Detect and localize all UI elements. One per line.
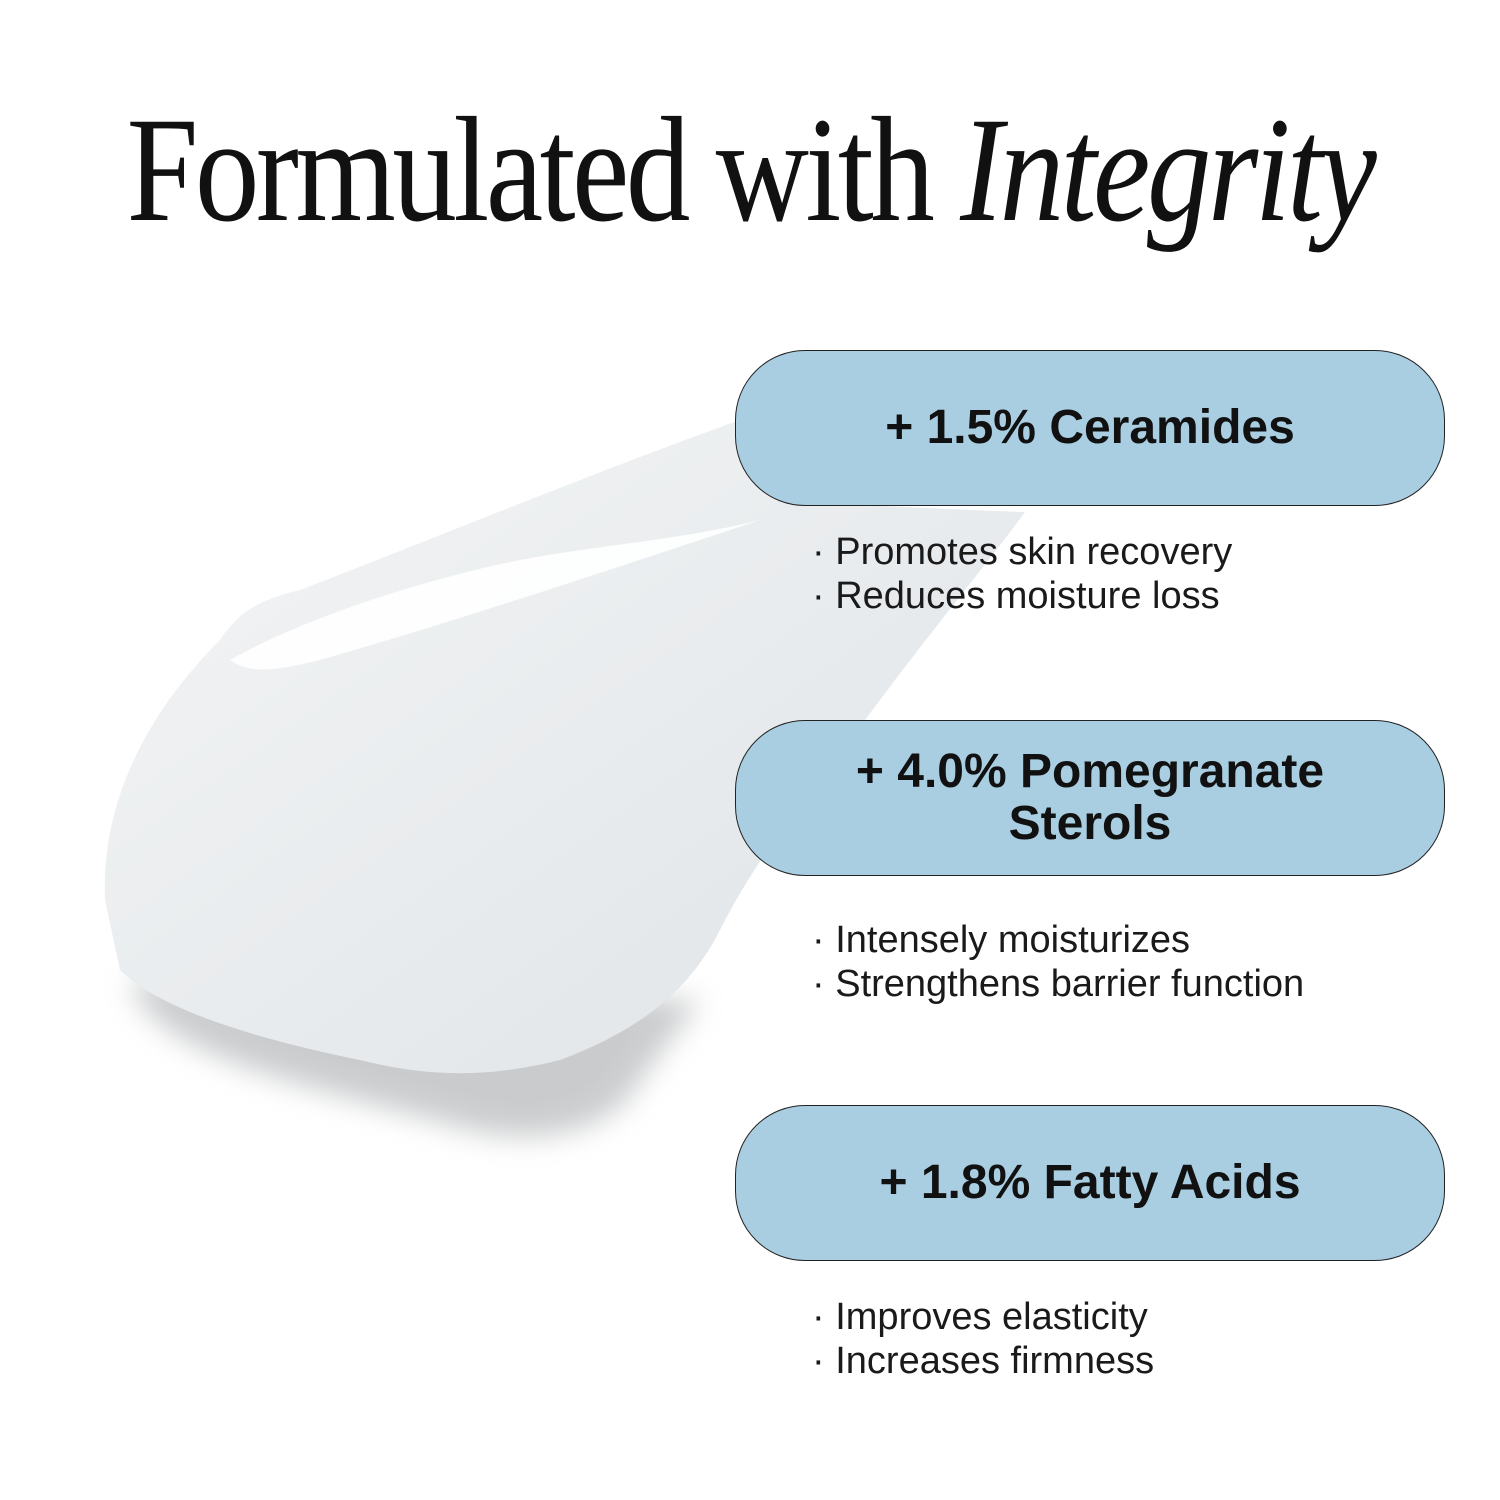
ingredient-badge-ceramides: + 1.5% Ceramides (735, 350, 1445, 506)
benefit-item: Promotes skin recovery (812, 530, 1232, 574)
headline-regular: Formulated with (126, 87, 935, 253)
ingredient-label: + 4.0% Pomegranate Sterols (855, 745, 1325, 850)
benefit-list: Promotes skin recovery Reduces moisture … (812, 530, 1232, 618)
ingredient-badge-pomegranate-sterols: + 4.0% Pomegranate Sterols (735, 720, 1445, 876)
benefit-list: Intensely moisturizes Strengthens barrie… (812, 918, 1304, 1006)
ingredient-badge-fatty-acids: + 1.8% Fatty Acids (735, 1105, 1445, 1261)
benefit-item: Reduces moisture loss (812, 574, 1232, 618)
ingredient-label: + 1.8% Fatty Acids (879, 1156, 1301, 1209)
benefit-list: Improves elasticity Increases firmness (812, 1295, 1154, 1383)
headline-italic: Integrity (960, 87, 1377, 253)
benefit-item: Intensely moisturizes (812, 918, 1304, 962)
benefit-item: Increases firmness (812, 1339, 1154, 1383)
ingredient-label: + 1.5% Ceramides (885, 401, 1295, 454)
headline: Formulated with Integrity (105, 95, 1395, 245)
benefit-item: Strengthens barrier function (812, 962, 1304, 1006)
benefit-item: Improves elasticity (812, 1295, 1154, 1339)
